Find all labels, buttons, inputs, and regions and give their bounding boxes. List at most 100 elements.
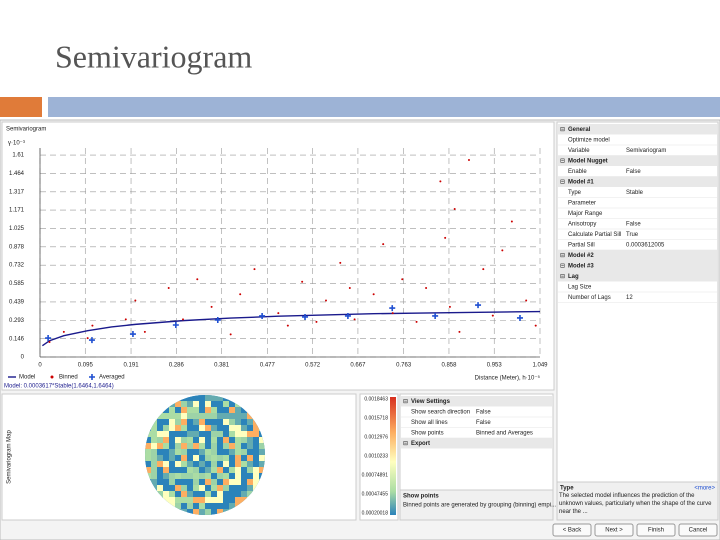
map-cell bbox=[235, 431, 241, 437]
map-cell bbox=[211, 431, 217, 437]
map-cell bbox=[175, 425, 181, 431]
property-value[interactable]: 12 bbox=[626, 295, 633, 301]
property-label: Optimize model bbox=[568, 137, 610, 143]
expander: ⊟ bbox=[403, 399, 408, 405]
button-label[interactable]: Finish bbox=[648, 528, 664, 534]
map-cell bbox=[163, 425, 169, 431]
group-label: Model #3 bbox=[568, 263, 594, 269]
chart-title: Semivariogram bbox=[6, 127, 46, 133]
binned-point bbox=[372, 293, 375, 296]
map-cell bbox=[241, 497, 247, 503]
map-cell bbox=[151, 431, 157, 437]
map-cell bbox=[259, 449, 265, 455]
averaged-point bbox=[475, 302, 482, 309]
map-cell bbox=[217, 443, 223, 449]
averaged-point bbox=[172, 322, 179, 329]
averaged-point bbox=[389, 305, 396, 312]
settings-help-text: Binned points are generated by grouping … bbox=[403, 503, 556, 509]
map-legend-label: 0.0012976 bbox=[364, 434, 388, 440]
map-cell bbox=[241, 485, 247, 491]
map-cell bbox=[205, 497, 211, 503]
map-cell bbox=[175, 407, 181, 413]
map-cell bbox=[199, 425, 205, 431]
binned-point bbox=[467, 159, 470, 162]
x-tick-label: 0.763 bbox=[396, 363, 412, 369]
binned-point bbox=[181, 318, 184, 321]
map-cell bbox=[247, 473, 253, 479]
property-value[interactable]: False bbox=[626, 169, 641, 175]
map-cell bbox=[223, 401, 229, 407]
map-cell bbox=[181, 467, 187, 473]
legend-swatch bbox=[89, 374, 95, 380]
property-value[interactable]: False bbox=[476, 409, 491, 415]
button-label[interactable]: Next > bbox=[605, 528, 623, 534]
legend-label: Binned bbox=[59, 375, 78, 381]
map-legend-label: 0.0018463 bbox=[364, 396, 388, 402]
map-cell bbox=[247, 491, 253, 497]
property-label: Enable bbox=[568, 169, 587, 175]
map-cell bbox=[205, 473, 211, 479]
binned-point bbox=[324, 299, 327, 302]
property-value[interactable]: False bbox=[476, 420, 491, 426]
map-cell bbox=[253, 431, 259, 437]
map-cell bbox=[211, 443, 217, 449]
map-cell bbox=[235, 497, 241, 503]
map-cell bbox=[217, 479, 223, 485]
map-cell bbox=[211, 503, 217, 509]
property-value[interactable]: False bbox=[626, 221, 641, 227]
map-cell bbox=[235, 425, 241, 431]
property-value[interactable]: True bbox=[626, 232, 639, 238]
map-cell bbox=[223, 455, 229, 461]
property-value[interactable]: 0.0003612005 bbox=[626, 242, 665, 248]
map-cell bbox=[193, 443, 199, 449]
map-cell bbox=[193, 503, 199, 509]
property-value[interactable]: Stable bbox=[626, 190, 644, 196]
map-cell bbox=[205, 401, 211, 407]
map-cell bbox=[181, 461, 187, 467]
binned-point bbox=[448, 305, 451, 308]
averaged-point bbox=[45, 335, 52, 342]
map-cell bbox=[217, 431, 223, 437]
button[interactable] bbox=[636, 523, 676, 537]
map-cell bbox=[211, 401, 217, 407]
map-cell bbox=[211, 395, 217, 401]
y-tick-label: 0.439 bbox=[9, 300, 25, 306]
map-cell bbox=[193, 497, 199, 503]
binned-point bbox=[501, 249, 504, 252]
map-cell bbox=[223, 497, 229, 503]
property-value[interactable]: Semivariogram bbox=[626, 148, 666, 154]
map-cell bbox=[187, 401, 193, 407]
map-cell bbox=[187, 443, 193, 449]
binned-point bbox=[491, 314, 494, 317]
map-cell bbox=[217, 413, 223, 419]
map-cell bbox=[157, 431, 163, 437]
map-cell bbox=[241, 449, 247, 455]
button-label[interactable]: Cancel bbox=[689, 528, 708, 534]
map-legend-label: 0.0010233 bbox=[364, 453, 388, 459]
property-value[interactable]: Binned and Averages bbox=[476, 430, 533, 436]
group-row bbox=[558, 271, 717, 282]
button[interactable] bbox=[552, 523, 592, 537]
button-label[interactable]: < Back bbox=[563, 528, 583, 534]
binned-point bbox=[439, 180, 442, 183]
map-cell bbox=[211, 509, 217, 515]
x-tick-label: 0.953 bbox=[487, 363, 503, 369]
map-cell bbox=[199, 431, 205, 437]
map-cell bbox=[253, 467, 259, 473]
button[interactable] bbox=[678, 523, 718, 537]
properties-help-wrap: The selected model influences the predic… bbox=[559, 493, 711, 515]
map-cell bbox=[151, 479, 157, 485]
button[interactable] bbox=[594, 523, 634, 537]
map-cell bbox=[193, 467, 199, 473]
map-cell bbox=[193, 425, 199, 431]
map-cell bbox=[169, 467, 175, 473]
map-cell bbox=[247, 413, 253, 419]
map-cell bbox=[193, 413, 199, 419]
more-link[interactable]: <more> bbox=[694, 486, 715, 492]
map-cell bbox=[175, 413, 181, 419]
map-cell bbox=[193, 461, 199, 467]
map-cell bbox=[205, 407, 211, 413]
map-cell bbox=[205, 425, 211, 431]
binned-point bbox=[48, 340, 51, 343]
map-cell bbox=[241, 413, 247, 419]
